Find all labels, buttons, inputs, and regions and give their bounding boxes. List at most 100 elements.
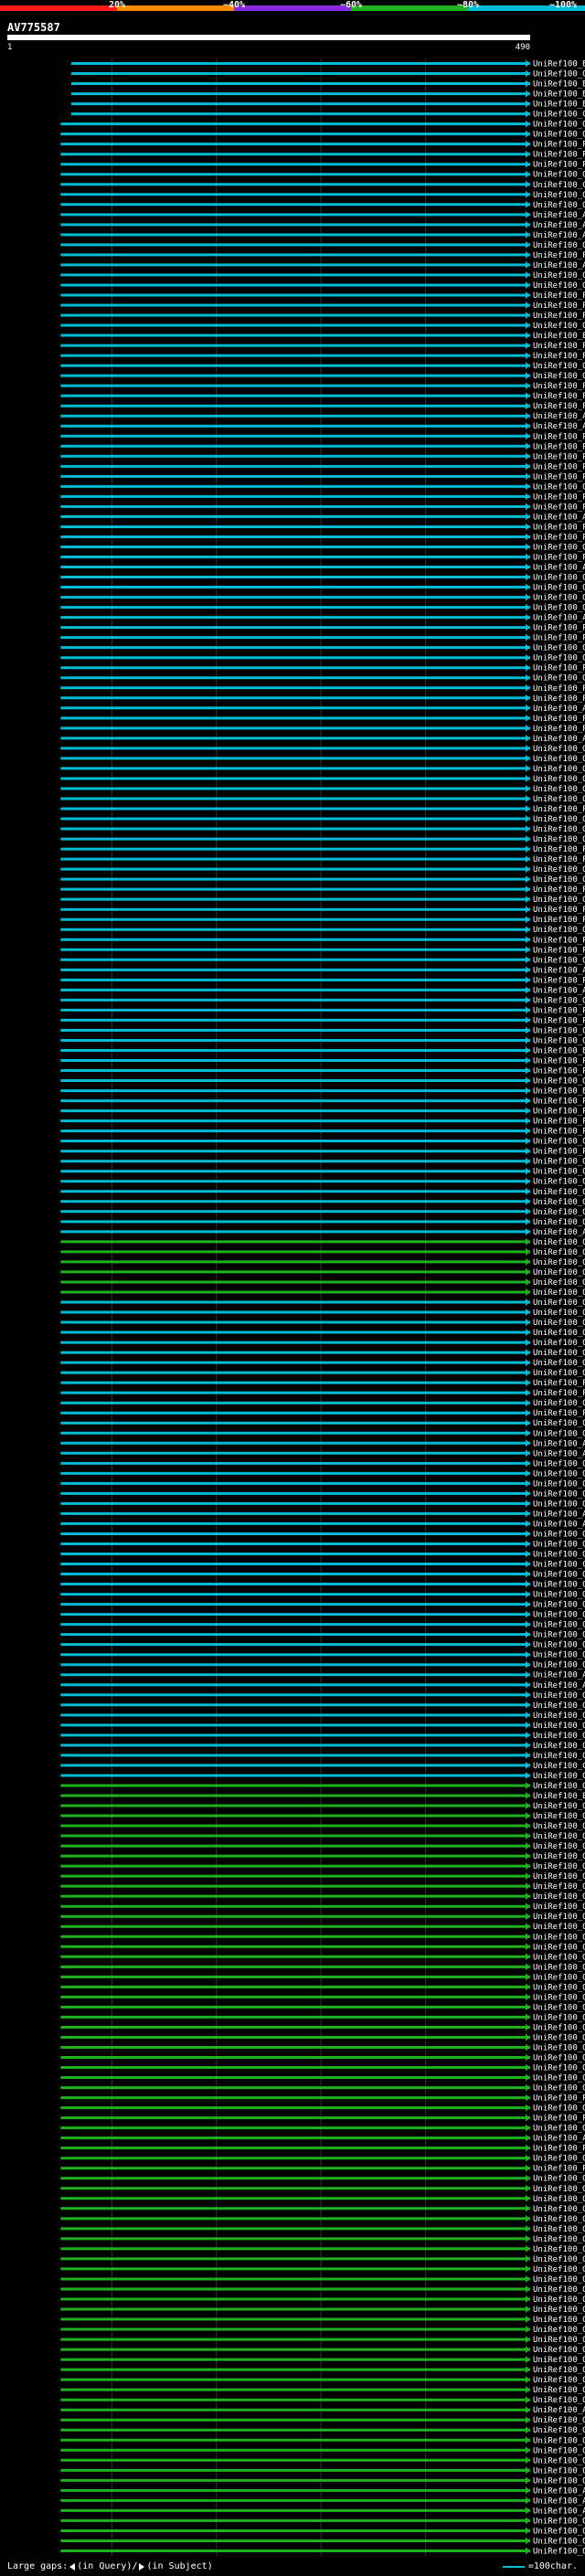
alignment-hit[interactable]: UniRef100_P10647 [60,885,585,895]
alignment-hit[interactable]: UniRef100_P10334 [60,1016,585,1025]
hit-accession[interactable]: UniRef100_B6RHQ3 [533,1792,585,1801]
hit-accession[interactable]: UniRef100_Q39744 [533,1198,585,1207]
alignment-hit[interactable]: UniRef100_Q9ZWG4 [60,2053,585,2063]
hit-accession[interactable]: UniRef100_A7YW85 [533,1681,585,1691]
alignment-hit[interactable]: UniRef100_P20575 [60,452,585,461]
hit-accession[interactable]: UniRef100_Q02980 [533,191,585,200]
alignment-hit[interactable]: UniRef100_Q10670 [60,2154,585,2164]
alignment-hit[interactable]: UniRef100_A9PG89 [60,412,585,421]
hit-accession[interactable]: UniRef100_Q9SP08 [533,2436,585,2445]
hit-accession[interactable]: UniRef100_Q9ZWH4 [533,2326,585,2335]
alignment-hit[interactable]: UniRef100_P5C718 [60,1389,585,1398]
hit-accession[interactable]: UniRef100_Q9XGB1 [533,755,585,764]
hit-accession[interactable]: UniRef100_Q2Q573 [533,1722,585,1731]
alignment-hit[interactable]: UniRef100_Q10742 [60,1359,585,1368]
alignment-hit[interactable]: UniRef100_Q10780 [60,1822,585,1831]
alignment-hit[interactable]: UniRef100_Q40250 [60,835,585,844]
alignment-hit[interactable]: UniRef100_Q9SWU9 [60,2386,585,2395]
alignment-hit[interactable]: UniRef100_P20573 [60,342,585,351]
alignment-hit[interactable]: UniRef100_Q9ZWG2 [60,1872,585,1882]
alignment-hit[interactable]: UniRef100_Q05194 [71,69,585,80]
hit-accession[interactable]: UniRef100_Q9TLH5 [533,1419,585,1428]
alignment-hit[interactable]: UniRef100_Q8WU10 [60,1489,585,1499]
alignment-hit[interactable]: UniRef100_P17673 [60,352,585,361]
alignment-hit[interactable]: UniRef100_Q8WQI1 [60,1469,585,1479]
alignment-hit[interactable]: UniRef100_P09250 [60,312,585,321]
hit-accession[interactable]: UniRef100_P26667 [533,2094,585,2104]
hit-accession[interactable]: UniRef100_Q10716 [533,1802,585,1811]
hit-accession[interactable]: UniRef100_P19311 [533,916,585,925]
hit-accession[interactable]: UniRef100_Q43746 [533,996,585,1005]
alignment-hit[interactable]: UniRef100_P26576 [60,533,585,542]
hit-accession[interactable]: UniRef100_P20575 [533,452,585,461]
hit-accession[interactable]: UniRef100_Q9ZSK0 [533,2306,585,2315]
alignment-hit[interactable]: UniRef100_P04715 [60,382,585,391]
hit-accession[interactable]: UniRef100_Q10631 [533,1782,585,1791]
alignment-hit[interactable]: UniRef100_P32764 [60,432,585,441]
alignment-hit[interactable]: UniRef100_P12468 [60,250,585,260]
hit-accession[interactable]: UniRef100_Q5ZF97 [533,1077,585,1087]
hit-accession[interactable]: UniRef100_Q9ZR60 [533,2456,585,2465]
alignment-hit[interactable]: UniRef100_Q9ZWG5 [60,2194,585,2204]
alignment-hit[interactable]: UniRef100_Q10630 [60,1943,585,1952]
alignment-hit[interactable]: UniRef100_Q6AF05 [60,784,585,794]
hit-accession[interactable]: UniRef100_Q8FEE4 [533,2426,585,2435]
hit-accession[interactable]: UniRef100_P11383 [533,936,585,945]
alignment-hit[interactable]: UniRef100_Q6RK80 [60,815,585,824]
hit-accession[interactable]: UniRef100_Q5JPH4 [533,1571,585,1580]
hit-accession[interactable]: UniRef100_Q40250 [533,835,585,844]
hit-accession[interactable]: UniRef100_P22077 [533,684,585,694]
alignment-hit[interactable]: UniRef100_Q2QTK7 [60,1983,585,1992]
hit-accession[interactable]: UniRef100_Q9KOP2 [533,1691,585,1701]
hit-accession[interactable]: UniRef100_Q10626 [533,1268,585,1277]
alignment-hit[interactable]: UniRef100_Q9ZNH9 [60,2537,585,2546]
hit-accession[interactable]: UniRef100_Q10617 [533,1742,585,1751]
alignment-hit[interactable]: UniRef100_Q9SWW6 [60,2295,585,2305]
hit-accession[interactable]: UniRef100_B3VE55 [533,1087,585,1097]
alignment-hit[interactable]: UniRef100_P19312 [60,855,585,864]
alignment-hit[interactable]: UniRef100_Q8A1U6 [60,2476,585,2486]
hit-accession[interactable]: UniRef100_Q9ZS50 [533,2376,585,2385]
hit-accession[interactable]: UniRef100_Q10781 [533,1621,585,1630]
hit-accession[interactable]: UniRef100_Q2C637 [533,1500,585,1509]
alignment-hit[interactable]: UniRef100_Q48550 [60,1630,585,1640]
alignment-hit[interactable]: UniRef100_Q8AN66 [60,926,585,935]
hit-accession[interactable]: UniRef100_Q9SEB9 [533,875,585,885]
alignment-hit[interactable]: UniRef100_Q8AWU6 [60,1288,585,1298]
hit-accession[interactable]: UniRef100_Q9S7N3 [533,2275,585,2284]
hit-accession[interactable]: UniRef100_P07689 [533,462,585,472]
hit-accession[interactable]: UniRef100_Q43874 [533,241,585,250]
alignment-hit[interactable]: UniRef100_Q2QD53 [60,643,585,653]
alignment-hit[interactable]: UniRef100_Q9SVH7 [60,2316,585,2325]
alignment-hit[interactable]: UniRef100_Q9FUL4 [60,120,585,130]
hit-accession[interactable]: UniRef100_Q10674 [533,1278,585,1288]
hit-accession[interactable]: UniRef100_Q10741 [533,1369,585,1378]
hit-accession[interactable]: UniRef100_P12468 [533,251,585,260]
hit-accession[interactable]: UniRef100_P20574 [533,523,585,532]
hit-accession[interactable]: UniRef100_Q1Q6Y1 [533,1862,585,1871]
alignment-hit[interactable]: UniRef100_P05349 [60,493,585,502]
hit-accession[interactable]: UniRef100_A9PJN7 [533,261,585,270]
hit-accession[interactable]: UniRef100_Q9S0U0 [533,2346,585,2355]
hit-accession[interactable]: UniRef100_A9PG89 [533,412,585,421]
alignment-hit[interactable]: UniRef100_Q10741 [60,1369,585,1378]
hit-accession[interactable]: UniRef100_Q9SDL1 [533,1661,585,1670]
alignment-hit[interactable]: UniRef100_Q9SNZ2 [60,2466,585,2475]
hit-accession[interactable]: UniRef100_Q10782 [533,1208,585,1217]
hit-accession[interactable]: UniRef100_P24007 [533,161,585,170]
hit-accession[interactable]: UniRef100_B9SGS3 [533,80,585,90]
alignment-hit[interactable]: UniRef100_Q9SEB9 [60,875,585,885]
hit-accession[interactable]: UniRef100_Q10673 [533,1238,585,1247]
alignment-hit[interactable]: UniRef100_Q5ZF97 [60,1076,585,1087]
hit-accession[interactable]: UniRef100_Q8WZ25 [533,1772,585,1781]
hit-accession[interactable]: UniRef100_A4MYB1 [533,221,585,230]
alignment-hit[interactable]: UniRef100_Q10677 [60,1882,585,1892]
alignment-hit[interactable]: UniRef100_Q9C060 [60,1640,585,1650]
alignment-hit[interactable]: UniRef100_B7FMC2 [71,100,585,110]
hit-accession[interactable]: UniRef100_Q9SWV5 [533,2235,585,2244]
hit-accession[interactable]: UniRef100_A7YW85 [533,1671,585,1680]
alignment-hit[interactable]: UniRef100_Q9T4H0 [60,1429,585,1438]
alignment-hit[interactable]: UniRef100_Q9ZNH2 [60,2527,585,2536]
hit-accession[interactable]: UniRef100_Q9SWP7 [533,1953,585,1962]
hit-accession[interactable]: UniRef100_Q10675 [533,1319,585,1328]
